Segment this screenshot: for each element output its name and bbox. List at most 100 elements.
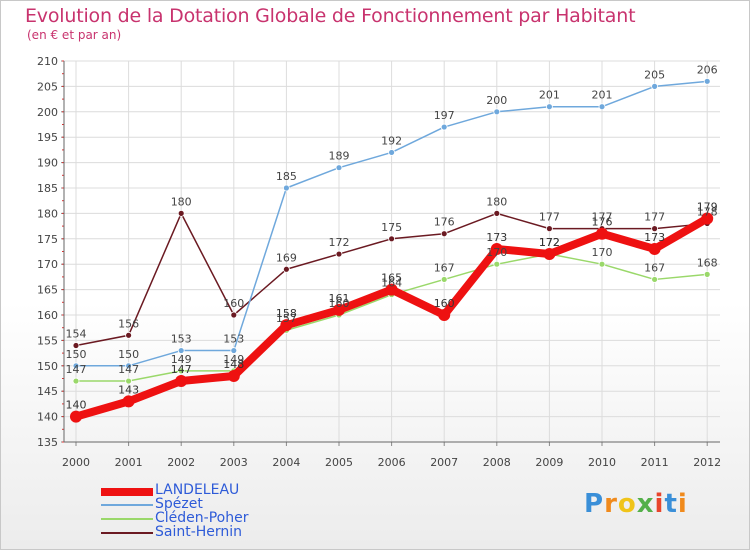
data-label-cleden-poher: 147 bbox=[118, 363, 139, 376]
data-label-spezet: 197 bbox=[434, 109, 455, 122]
y-tick-label: 160 bbox=[37, 309, 58, 322]
data-point-cleden-poher bbox=[493, 260, 501, 268]
data-label-landeleau: 143 bbox=[118, 383, 139, 396]
legend-swatch-cleden-poher bbox=[101, 518, 153, 520]
data-label-cleden-poher: 172 bbox=[539, 236, 560, 249]
legend-label-spezet: Spézet bbox=[155, 496, 203, 512]
data-label-saint-hernin: 175 bbox=[381, 221, 402, 234]
y-tick-label: 200 bbox=[37, 106, 58, 119]
y-tick-label: 210 bbox=[37, 55, 58, 68]
data-label-cleden-poher: 170 bbox=[592, 246, 613, 259]
data-label-cleden-poher: 164 bbox=[381, 277, 402, 290]
data-label-spezet: 189 bbox=[329, 150, 350, 163]
y-tick-label: 170 bbox=[37, 258, 58, 271]
data-label-saint-hernin: 177 bbox=[539, 211, 560, 224]
x-tick-label: 2003 bbox=[220, 456, 248, 469]
x-tick-label: 2001 bbox=[115, 456, 143, 469]
data-label-cleden-poher: 157 bbox=[276, 312, 297, 325]
chart-subtitle: (en € et par an) bbox=[27, 28, 122, 42]
data-point-cleden-poher bbox=[703, 270, 711, 278]
x-tick-label: 2011 bbox=[641, 456, 669, 469]
data-point-landeleau bbox=[175, 375, 188, 388]
y-tick-label: 135 bbox=[37, 436, 58, 449]
x-tick-label: 2002 bbox=[167, 456, 195, 469]
x-tick-label: 2000 bbox=[62, 456, 90, 469]
x-tick-label: 2005 bbox=[325, 456, 353, 469]
data-point-spezet bbox=[177, 347, 185, 354]
data-label-saint-hernin: 180 bbox=[171, 195, 192, 208]
data-label-cleden-poher: 160 bbox=[329, 297, 350, 310]
data-point-saint-hernin bbox=[388, 235, 396, 243]
data-point-saint-hernin bbox=[546, 225, 553, 233]
data-point-cleden-poher bbox=[651, 276, 658, 283]
data-label-saint-hernin: 177 bbox=[592, 211, 613, 224]
data-point-spezet bbox=[440, 123, 448, 131]
data-label-cleden-poher: 170 bbox=[486, 246, 507, 259]
data-point-spezet bbox=[598, 103, 606, 111]
data-label-landeleau: 148 bbox=[223, 358, 244, 371]
x-tick-label: 2012 bbox=[693, 456, 721, 469]
data-label-spezet: 153 bbox=[171, 333, 192, 346]
data-label-spezet: 201 bbox=[592, 89, 613, 102]
data-point-landeleau bbox=[280, 319, 293, 332]
logo-letter: i bbox=[654, 489, 665, 519]
data-point-spezet bbox=[72, 362, 80, 370]
data-point-landeleau bbox=[333, 303, 345, 316]
data-point-spezet bbox=[493, 108, 501, 116]
data-label-landeleau: 179 bbox=[697, 200, 718, 213]
x-tick-label: 2009 bbox=[535, 456, 563, 469]
x-tick-label: 2010 bbox=[588, 456, 616, 469]
y-tick-label: 165 bbox=[37, 284, 58, 297]
chart-title: Evolution de la Dotation Globale de Fonc… bbox=[25, 5, 636, 27]
data-point-cleden-poher bbox=[72, 377, 80, 385]
y-tick-label: 150 bbox=[37, 360, 58, 373]
data-point-saint-hernin bbox=[493, 209, 501, 217]
data-label-saint-hernin: 177 bbox=[644, 211, 665, 224]
data-label-saint-hernin: 156 bbox=[118, 317, 139, 330]
logo-letter: x bbox=[636, 489, 655, 519]
data-point-saint-hernin bbox=[177, 209, 185, 217]
data-point-saint-hernin bbox=[230, 311, 238, 319]
y-tick-label: 175 bbox=[37, 233, 58, 246]
data-label-landeleau: 161 bbox=[329, 292, 350, 305]
data-label-landeleau: 147 bbox=[171, 363, 192, 376]
legend-label-landeleau: LANDELEAU bbox=[155, 482, 240, 498]
data-label-landeleau: 140 bbox=[66, 399, 87, 412]
data-label-spezet: 200 bbox=[486, 94, 507, 107]
y-tick-label: 145 bbox=[37, 385, 58, 398]
data-point-landeleau bbox=[70, 410, 82, 423]
data-point-landeleau bbox=[438, 309, 451, 321]
data-point-landeleau bbox=[227, 369, 240, 382]
data-label-saint-hernin: 176 bbox=[434, 216, 455, 229]
data-point-landeleau bbox=[385, 283, 398, 296]
data-label-spezet: 201 bbox=[539, 89, 560, 102]
x-tick-label: 2007 bbox=[430, 456, 458, 469]
y-tick-label: 180 bbox=[37, 207, 58, 220]
legend-label-cleden-poher: Cléden-Poher bbox=[155, 510, 249, 526]
grid-layer bbox=[64, 60, 720, 443]
data-label-spezet: 150 bbox=[66, 348, 87, 361]
x-tick-label: 2008 bbox=[483, 456, 511, 469]
data-label-landeleau: 176 bbox=[592, 216, 613, 229]
data-point-spezet bbox=[388, 149, 396, 156]
data-point-landeleau bbox=[122, 395, 135, 408]
data-point-saint-hernin bbox=[72, 342, 80, 349]
logo-letter: t bbox=[664, 489, 678, 519]
legend-item-spezet: Spézet bbox=[101, 496, 401, 512]
axes-layer: 135 140 145 150 155 160 165 170 175 180 185 190 195 2… bbox=[37, 55, 721, 469]
legend-swatch-saint-hernin bbox=[101, 532, 153, 534]
legend-item-landeleau: LANDELEAU bbox=[101, 482, 401, 498]
legend: LANDELEAU Spézet Cléden-Poher Saint-Hern… bbox=[101, 482, 401, 540]
data-label-saint-hernin: 169 bbox=[276, 251, 297, 264]
data-label-spezet: 192 bbox=[381, 134, 402, 147]
data-point-saint-hernin bbox=[651, 225, 658, 233]
legend-item-saint-hernin: Saint-Hernin bbox=[101, 524, 401, 540]
data-label-landeleau: 158 bbox=[276, 307, 297, 320]
data-label-cleden-poher: 147 bbox=[66, 363, 87, 376]
data-point-spezet bbox=[703, 77, 711, 85]
data-label-landeleau: 160 bbox=[434, 297, 455, 310]
data-label-cleden-poher: 167 bbox=[644, 261, 665, 274]
data-point-spezet bbox=[230, 347, 238, 354]
data-label-saint-hernin: 178 bbox=[697, 206, 718, 219]
data-label-spezet: 185 bbox=[276, 170, 297, 183]
